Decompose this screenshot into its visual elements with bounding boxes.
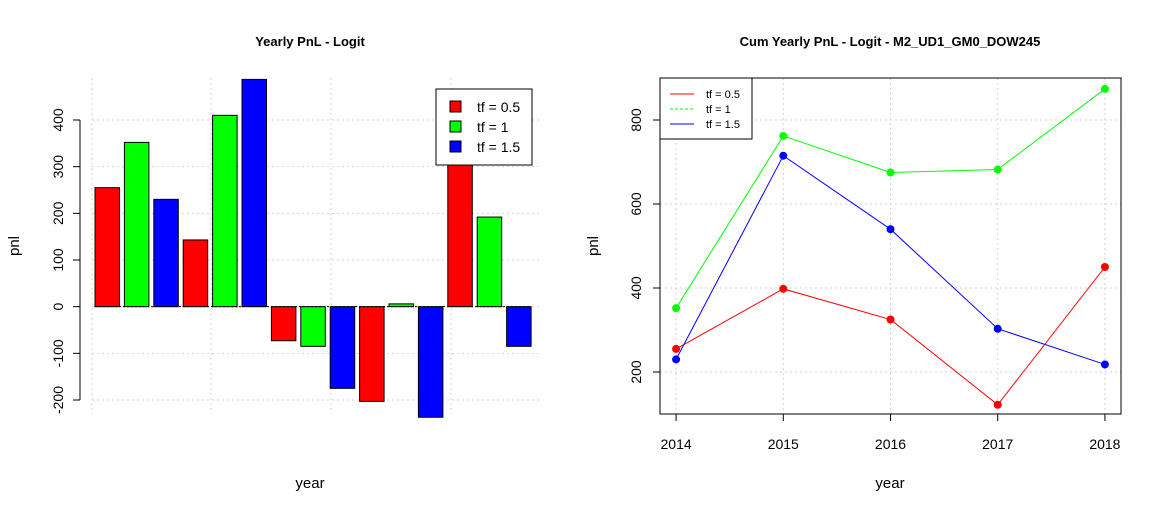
point-2017-tf-1 (993, 165, 1002, 174)
bar-2018-tf-0-5 (447, 157, 473, 308)
line-chart-x-tick-label: 2017 (982, 436, 1013, 452)
bar-2016-tf-1-5 (329, 306, 356, 389)
bar-chart-legend-label-tf-1-5: tf = 1.5 (477, 139, 520, 155)
bar-chart-legend-label-tf-1: tf = 1 (477, 119, 509, 135)
line-chart-x-axis: 2014 2015 2016 2017 2018 (661, 414, 1121, 452)
bar-chart-y-tick-label: -200 (50, 386, 66, 414)
point-2017-tf-0-5 (993, 400, 1002, 409)
bar-2017-tf-0-5 (359, 306, 385, 402)
bar-2018-tf-1-5 (506, 306, 532, 347)
bar-2017-tf-1 (388, 303, 414, 308)
bar-chart-legend-swatch-tf-1-5 (449, 140, 462, 153)
bar-2015-tf-1-5 (241, 78, 267, 308)
line-chart-y-tick-label: 400 (628, 276, 644, 300)
point-2015-tf-1-5 (779, 151, 788, 160)
bar-chart-y-tick-label: 0 (50, 303, 66, 311)
bar-2015-tf-1 (212, 114, 238, 308)
line-chart-x-tick-label: 2014 (661, 436, 692, 452)
bar-chart-title: Yearly PnL - Logit (255, 34, 365, 49)
line-chart-y-tick-label: 200 (628, 360, 644, 384)
point-2016-tf-1-5 (886, 225, 895, 234)
line-chart-y-tick-label: 800 (628, 108, 644, 132)
point-2015-tf-0-5 (779, 284, 788, 293)
line-chart-x-tick-label: 2015 (768, 436, 799, 452)
point-2017-tf-1-5 (993, 324, 1002, 333)
line-chart-y-tick-label: 600 (628, 192, 644, 216)
line-chart-legend-label-tf-0-5: tf = 0.5 (706, 89, 740, 101)
point-2016-tf-0-5 (886, 315, 895, 324)
bar-chart-legend-swatch-tf-1 (449, 120, 462, 133)
bar-2014-tf-1-5 (153, 198, 179, 308)
bar-2015-tf-0-5 (182, 239, 209, 308)
point-2016-tf-1 (886, 168, 895, 177)
bar-chart-y-tick-label: 100 (50, 248, 66, 272)
line-chart-series (672, 84, 1109, 409)
line-chart-y-axis: 200 400 600 800 (628, 108, 660, 384)
bar-chart-y-tick-label: -100 (50, 339, 66, 367)
bar-chart-y-axis-label: pnl (6, 236, 23, 256)
bar-2016-tf-1 (300, 306, 326, 347)
line-chart-title: Cum Yearly PnL - Logit - M2_UD1_GM0_DOW2… (740, 34, 1041, 49)
line-chart-x-tick-label: 2018 (1089, 436, 1120, 452)
bar-chart-y-tick-label: 200 (50, 201, 66, 225)
bar-chart-x-axis-label: year (295, 475, 324, 492)
line-chart-legend: tf = 0.5 tf = 1 tf = 1.5 (659, 77, 753, 140)
point-2014-tf-1-5 (672, 355, 681, 364)
line-chart-x-tick-label: 2016 (875, 436, 906, 452)
bar-2014-tf-0-5 (94, 187, 120, 308)
bar-chart-y-axis: -200 -100 0 100 200 300 400 (50, 108, 81, 414)
line-chart-y-axis-label: pnl (585, 236, 602, 256)
point-2018-tf-1 (1100, 84, 1109, 93)
bar-chart-legend: tf = 0.5 tf = 1 tf = 1.5 (435, 88, 533, 166)
line-chart-legend-label-tf-1: tf = 1 (706, 104, 731, 116)
bar-2018-tf-1 (476, 216, 503, 308)
bar-chart-y-tick-label: 300 (50, 155, 66, 179)
bar-chart-legend-label-tf-0-5: tf = 0.5 (477, 99, 520, 115)
bar-chart: Yearly PnL - Logit year pnl -200 -100 0 100… (6, 34, 540, 492)
bar-chart-y-tick-label: 400 (50, 108, 66, 132)
line-chart-legend-label-tf-1-5: tf = 1.5 (706, 119, 740, 131)
point-2015-tf-1 (779, 131, 788, 140)
bar-chart-bars (94, 78, 532, 418)
point-2018-tf-0-5 (1100, 263, 1109, 271)
line-chart-x-axis-label: year (875, 475, 904, 492)
bar-chart-legend-swatch-tf-0-5 (449, 100, 462, 113)
bar-2014-tf-1 (123, 141, 150, 308)
line-chart: Cum Yearly PnL - Logit - M2_UD1_GM0_DOW2… (585, 34, 1122, 492)
bar-2017-tf-1-5 (417, 306, 444, 418)
point-2018-tf-1-5 (1100, 360, 1109, 369)
bar-2016-tf-0-5 (270, 306, 297, 342)
point-2014-tf-0-5 (672, 344, 681, 353)
point-2014-tf-1 (672, 304, 681, 313)
